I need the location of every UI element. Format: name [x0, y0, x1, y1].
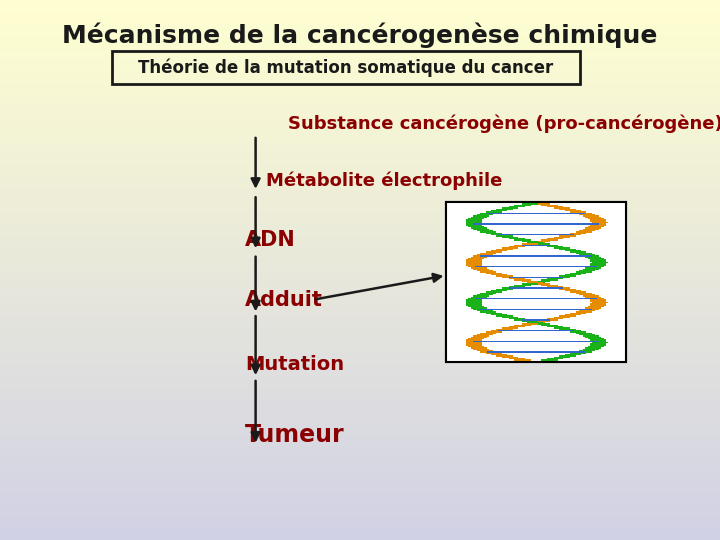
Text: Mutation: Mutation [245, 355, 344, 374]
Text: Théorie de la mutation somatique du cancer: Théorie de la mutation somatique du canc… [138, 58, 553, 77]
Text: Mécanisme de la cancérogenèse chimique: Mécanisme de la cancérogenèse chimique [63, 22, 657, 48]
Text: ADN: ADN [245, 230, 295, 251]
Bar [446, 202, 626, 362]
Text: Métabolite électrophile: Métabolite électrophile [266, 172, 503, 190]
Text: Tumeur: Tumeur [245, 423, 344, 447]
Bar [112, 51, 580, 84]
Text: Substance cancérogène (pro-cancérogène): Substance cancérogène (pro-cancérogène) [288, 115, 720, 133]
Text: Adduit: Adduit [245, 289, 323, 310]
Bar [446, 202, 626, 362]
